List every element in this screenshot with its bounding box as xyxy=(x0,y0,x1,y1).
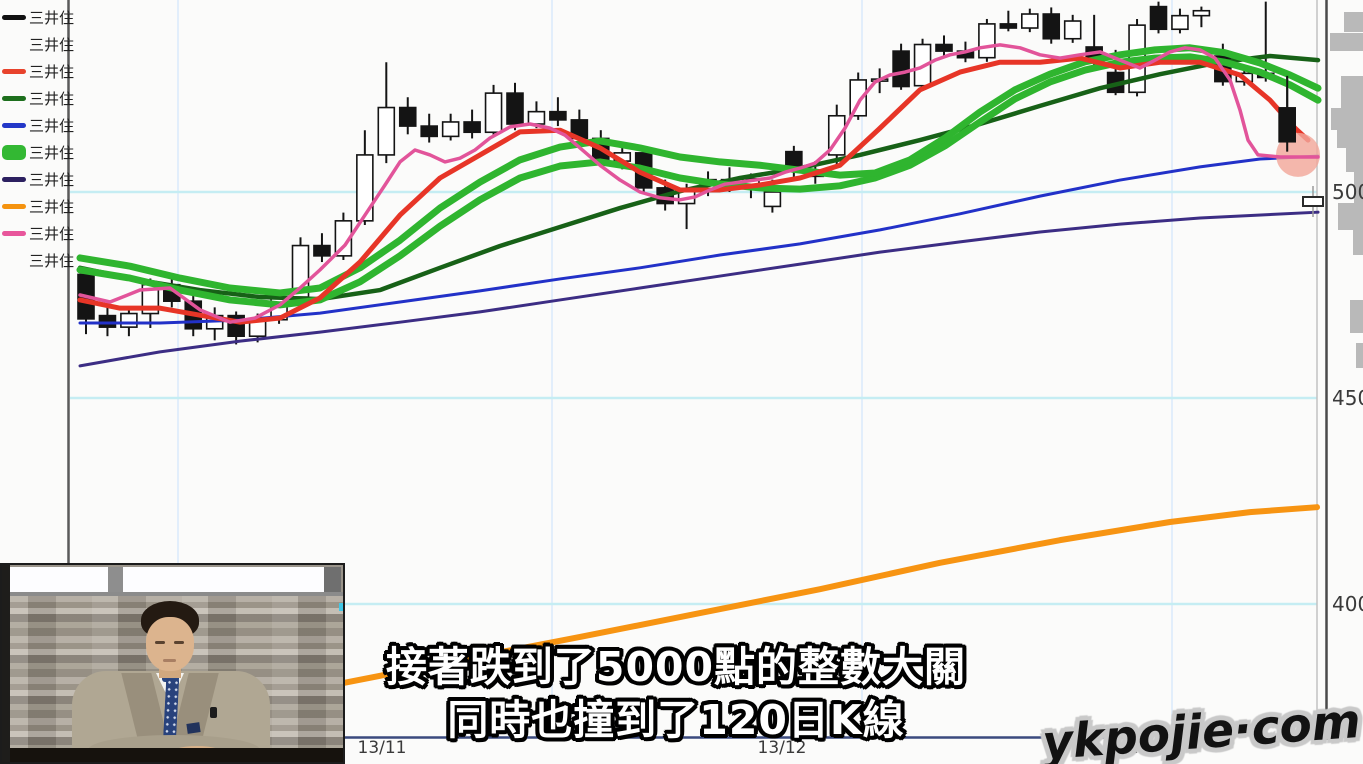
ma-120-blue-line xyxy=(78,154,1320,325)
legend-row: 三井住 xyxy=(2,112,74,139)
candle-body xyxy=(1149,5,1168,31)
volume-profile-bar xyxy=(1346,148,1363,172)
legend-row: 三井住 xyxy=(2,85,74,112)
legend-label: 三井住 xyxy=(29,117,75,135)
candle-body xyxy=(120,312,138,328)
candle-body xyxy=(398,106,417,127)
window-divider xyxy=(108,567,123,593)
volume-profile-bar xyxy=(1341,76,1363,108)
y-axis-label: 5000 xyxy=(1332,180,1363,204)
candle-body xyxy=(441,121,460,138)
legend-color-swatch xyxy=(2,177,26,182)
candle-body xyxy=(1042,13,1061,40)
candle-body xyxy=(1063,20,1082,40)
volume-profile-bar xyxy=(1337,130,1363,148)
legend-color-swatch xyxy=(2,145,26,160)
video-artifact xyxy=(339,603,343,611)
candle-body xyxy=(978,23,996,59)
y-axis-label: 4500 xyxy=(1332,386,1363,410)
frame-dark-edge xyxy=(2,565,10,762)
presenter-eye-left xyxy=(155,641,165,644)
volume-profile-bar xyxy=(1331,108,1363,130)
candle-body xyxy=(356,154,374,222)
presenter-video xyxy=(0,563,345,764)
candle-body xyxy=(377,106,396,156)
legend-row: 三井住 xyxy=(2,4,74,31)
ma-25-green-lower-line xyxy=(76,53,1322,309)
legend-color-swatch xyxy=(2,69,26,74)
ma-5-pink-line xyxy=(78,43,1320,324)
legend-row: 三井住 xyxy=(2,31,74,58)
legend-color-swatch xyxy=(2,42,26,47)
legend-label: 三井住 xyxy=(29,144,75,162)
legend-row: 三井住 xyxy=(2,58,74,85)
presenter-eye-right xyxy=(174,641,184,644)
candle-body xyxy=(999,23,1018,29)
legend-color-swatch xyxy=(2,15,26,20)
candle-body xyxy=(935,43,953,52)
ma-10-red-line xyxy=(77,55,1311,325)
legend-label: 三井住 xyxy=(29,63,75,81)
volume-profile-bar xyxy=(1350,300,1363,333)
legend-row: 三井住 xyxy=(2,220,74,247)
y-axis-label: 4000 xyxy=(1332,592,1363,616)
candle-body xyxy=(849,79,868,117)
legend-label: 三井住 xyxy=(29,9,75,27)
legend-color-swatch xyxy=(2,258,26,263)
candle-body xyxy=(420,125,439,138)
candle-body xyxy=(98,314,117,328)
candle-body xyxy=(484,92,503,134)
legend-label: 三井住 xyxy=(29,90,75,108)
candle-body xyxy=(892,50,910,88)
legend-color-swatch xyxy=(2,231,26,236)
legend-label: 三井住 xyxy=(29,171,75,189)
volume-profile-bar xyxy=(1356,343,1363,368)
presenter-mouth xyxy=(163,659,176,662)
legend-label: 三井住 xyxy=(29,225,75,243)
presenter-face xyxy=(146,617,194,671)
legend-row: 三井住 xyxy=(2,139,74,166)
legend-color-swatch xyxy=(2,123,26,128)
chart-legend: 三井住 三井住 三井住 三井住 三井住 三井住 三井住 三井住 三井住 三井住 xyxy=(2,4,74,274)
candle-body xyxy=(1171,14,1189,31)
x-axis-label: 14/0 xyxy=(1128,738,1166,758)
desk-edge xyxy=(2,748,343,762)
lapel-mic xyxy=(210,707,217,718)
volume-profile-bar xyxy=(1354,172,1363,205)
volume-profile-bar xyxy=(1330,33,1363,51)
legend-label: 三井住 xyxy=(29,36,75,54)
legend-color-swatch xyxy=(2,204,26,209)
legend-row: 三井住 xyxy=(2,247,74,274)
ma-25-green-upper-line xyxy=(76,44,1322,297)
x-axis-label: 13/12 xyxy=(758,738,807,758)
legend-color-swatch xyxy=(2,96,26,101)
candle-body xyxy=(506,92,524,125)
volume-profile-bar xyxy=(1338,203,1363,230)
candle-body xyxy=(1020,13,1039,29)
legend-row: 三井住 xyxy=(2,166,74,193)
x-axis-label: 13/11 xyxy=(358,738,407,758)
candle-body xyxy=(549,110,567,121)
candle-body xyxy=(1278,107,1296,143)
ma-200-purple-line xyxy=(78,210,1320,368)
candle-body xyxy=(763,191,782,208)
legend-label: 三井住 xyxy=(29,198,75,216)
legend-label: 三井住 xyxy=(29,252,75,270)
pocket-square xyxy=(186,722,201,734)
candle-body xyxy=(313,244,331,257)
ma-300-orange-line xyxy=(340,504,1320,687)
candle-body xyxy=(527,110,546,125)
candle-body xyxy=(1192,9,1211,17)
volume-profile-bar xyxy=(1353,230,1363,255)
volume-profile-bar xyxy=(1344,12,1363,32)
window-rail xyxy=(2,592,343,596)
candle-body xyxy=(463,121,481,134)
current-price-marker xyxy=(1302,196,1324,207)
window-edge xyxy=(324,567,341,593)
window-band xyxy=(4,567,341,593)
legend-row: 三井住 xyxy=(2,193,74,220)
